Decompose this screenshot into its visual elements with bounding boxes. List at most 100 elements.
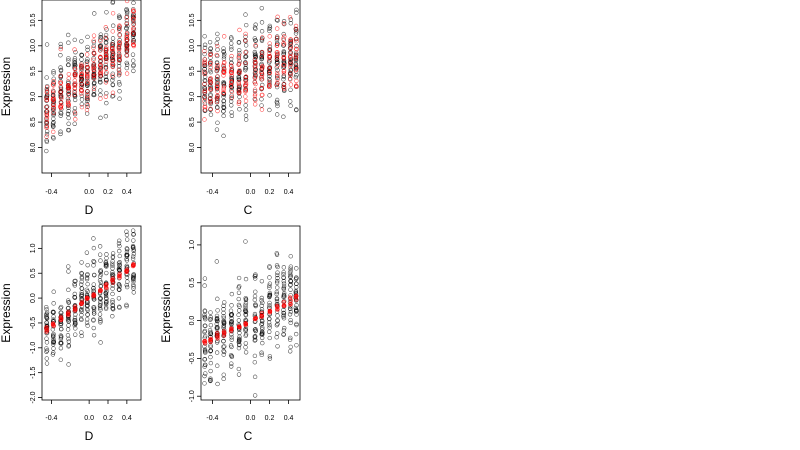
y-tick-label: 9.0 xyxy=(189,92,196,102)
points-layer xyxy=(202,5,299,139)
data-point xyxy=(202,315,208,320)
fitted-point xyxy=(267,83,272,88)
fitted-point xyxy=(66,76,71,81)
fitted-point xyxy=(208,80,214,85)
data-point xyxy=(221,113,226,119)
data-point xyxy=(243,297,249,303)
data-point xyxy=(72,278,77,284)
fitted-point xyxy=(131,27,136,33)
data-point xyxy=(66,62,71,68)
fitted-point xyxy=(281,62,286,68)
data-point xyxy=(84,300,90,305)
data-point xyxy=(243,350,249,355)
fitted-point xyxy=(92,76,97,81)
data-point xyxy=(294,303,299,308)
data-point xyxy=(294,10,299,15)
data-point xyxy=(288,278,293,283)
data-point xyxy=(51,71,56,76)
data-point xyxy=(237,94,242,100)
data-point xyxy=(259,29,265,34)
fitted-point xyxy=(221,83,227,89)
data-point xyxy=(229,113,235,118)
data-point xyxy=(281,328,287,333)
data-point xyxy=(65,96,71,101)
data-point xyxy=(44,92,50,98)
data-point xyxy=(97,43,103,48)
data-point xyxy=(294,29,299,34)
data-point xyxy=(252,353,258,359)
data-point xyxy=(214,87,220,92)
data-point xyxy=(281,50,287,55)
data-point xyxy=(229,303,234,308)
data-point xyxy=(267,292,272,298)
data-point xyxy=(110,251,116,256)
data-point xyxy=(244,22,249,28)
fitted-point xyxy=(252,79,257,85)
data-point xyxy=(293,276,299,282)
data-point xyxy=(208,349,213,354)
x-tick-label: 0.2 xyxy=(265,189,275,196)
fitted-point xyxy=(221,330,227,335)
fitted-point xyxy=(110,90,116,95)
data-point xyxy=(214,313,220,319)
fitted-point xyxy=(117,33,122,38)
data-point xyxy=(98,320,103,325)
fitted-point xyxy=(66,71,72,77)
data-point xyxy=(85,98,90,103)
data-point xyxy=(288,264,294,269)
data-point xyxy=(104,263,109,268)
fitted-point xyxy=(84,73,90,78)
data-point xyxy=(98,272,104,277)
data-point xyxy=(116,26,122,32)
data-point xyxy=(229,332,234,337)
fitted-point xyxy=(208,65,213,70)
fitted-point xyxy=(98,72,104,77)
y-axis-label: Expression xyxy=(159,283,173,342)
data-point xyxy=(259,303,264,308)
fitted-point xyxy=(229,67,234,72)
data-point xyxy=(91,88,97,93)
data-point xyxy=(236,312,241,318)
data-point xyxy=(243,66,248,71)
fitted-point xyxy=(79,81,84,87)
fitted-point xyxy=(130,42,136,47)
data-point xyxy=(274,289,279,295)
fitted-point xyxy=(221,333,227,338)
fitted-point xyxy=(267,65,273,71)
fitted-point xyxy=(72,47,77,52)
data-point xyxy=(103,74,108,79)
data-point xyxy=(228,308,234,313)
data-point xyxy=(58,310,63,315)
data-point xyxy=(98,92,103,98)
data-point xyxy=(267,93,272,98)
data-point xyxy=(98,303,103,308)
data-point xyxy=(221,323,227,328)
data-point xyxy=(274,252,280,257)
x-tick-label: 0.4 xyxy=(284,189,294,196)
data-point xyxy=(110,78,115,83)
data-point xyxy=(215,120,220,125)
data-point xyxy=(221,320,226,325)
data-point xyxy=(243,341,249,346)
data-point xyxy=(288,317,293,323)
data-point xyxy=(288,49,293,55)
y-tick-label: 10.0 xyxy=(189,39,196,53)
data-point xyxy=(202,51,207,57)
data-point xyxy=(98,115,103,121)
data-point xyxy=(294,321,299,327)
data-point xyxy=(236,75,242,80)
fitted-point xyxy=(294,83,299,88)
fitted-point xyxy=(91,45,96,50)
data-point xyxy=(267,26,272,31)
fitted-point xyxy=(243,74,249,79)
data-point xyxy=(85,262,90,268)
fitted-point xyxy=(51,104,56,110)
data-point xyxy=(124,252,129,258)
data-point xyxy=(104,255,109,261)
data-point xyxy=(221,102,227,107)
data-point xyxy=(51,136,56,141)
data-point xyxy=(203,371,208,376)
data-point xyxy=(275,68,280,73)
fitted-point xyxy=(252,87,258,92)
data-point xyxy=(237,308,242,313)
